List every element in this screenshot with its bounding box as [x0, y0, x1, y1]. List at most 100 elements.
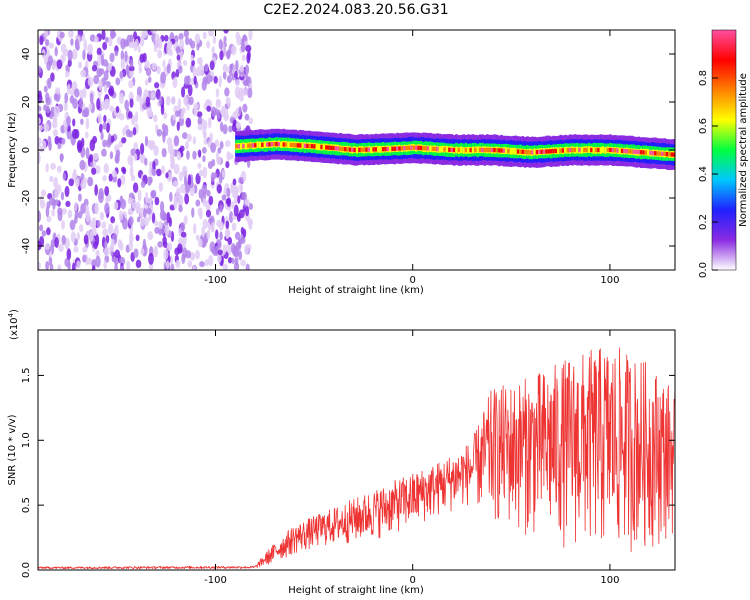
- noise-cell: [226, 75, 233, 84]
- noise-cell: [205, 98, 211, 106]
- noise-cell: [166, 43, 172, 56]
- spectrogram-x-ticks: -100 0 100: [204, 30, 619, 286]
- noise-cell: [241, 191, 247, 201]
- noise-cell: [202, 218, 208, 230]
- noise-cell: [144, 157, 148, 166]
- noise-cell: [194, 33, 201, 44]
- signal-core: [374, 147, 378, 152]
- noise-cell: [169, 148, 175, 158]
- noise-cell: [45, 92, 50, 103]
- noise-cell: [238, 209, 245, 219]
- signal-core: [261, 142, 264, 147]
- noise-cell: [80, 179, 87, 190]
- noise-cell: [231, 44, 237, 56]
- noise-cell: [222, 71, 227, 80]
- noise-cell: [192, 66, 197, 78]
- noise-cell: [56, 59, 63, 70]
- signal-core: [486, 147, 489, 153]
- y-tick-label: -20: [21, 190, 32, 206]
- noise-cell: [192, 223, 197, 235]
- noise-cell: [164, 34, 169, 42]
- signal-core: [405, 145, 409, 151]
- signal-core: [372, 147, 376, 152]
- noise-cell: [162, 59, 166, 68]
- noise-cell: [244, 198, 250, 206]
- noise-cell: [101, 148, 107, 157]
- noise-cell: [195, 249, 200, 260]
- noise-cell: [135, 259, 142, 269]
- signal-core: [353, 147, 357, 153]
- noise-cell: [216, 254, 222, 263]
- noise-cell: [216, 219, 222, 228]
- noise-cell: [152, 247, 159, 258]
- noise-cell: [59, 153, 64, 163]
- noise-cell: [139, 35, 145, 47]
- noise-cell: [203, 131, 208, 140]
- noise-cell: [202, 197, 207, 207]
- noise-cell: [206, 40, 211, 49]
- noise-cell: [201, 146, 207, 154]
- y-tick-label: 0.0: [21, 562, 32, 578]
- noise-cell: [83, 234, 89, 245]
- noise-cell: [115, 149, 121, 158]
- noise-cell: [208, 217, 214, 224]
- noise-cell: [208, 195, 214, 206]
- noise-cell: [239, 184, 243, 195]
- signal-core: [334, 146, 338, 151]
- x-tick-label: -100: [204, 575, 227, 586]
- noise-cell: [80, 203, 86, 215]
- noise-cell: [120, 38, 126, 50]
- signal-core: [249, 143, 253, 148]
- signal-core: [460, 147, 463, 153]
- noise-cell: [95, 255, 101, 268]
- noise-cell: [238, 176, 244, 184]
- noise-cell: [166, 95, 171, 106]
- noise-cell: [202, 166, 208, 179]
- snr-frame: [37, 329, 676, 571]
- noise-cell: [185, 36, 190, 46]
- noise-cell: [48, 256, 53, 266]
- signal-core: [602, 147, 605, 153]
- noise-cell: [191, 59, 195, 67]
- noise-cell: [150, 190, 156, 199]
- signal-core: [623, 148, 626, 154]
- noise-cell: [221, 170, 226, 178]
- noise-cell: [92, 153, 99, 160]
- noise-cell: [135, 234, 140, 242]
- noise-cell: [233, 186, 239, 198]
- noise-cell: [151, 212, 156, 224]
- noise-cell: [161, 148, 167, 158]
- noise-cell: [87, 176, 93, 187]
- noise-cell: [68, 178, 74, 187]
- signal-core: [616, 148, 619, 153]
- figure-title: C2E2.2024.083.20.56.G31: [263, 2, 448, 18]
- noise-cell: [248, 203, 254, 210]
- signal-core: [299, 143, 302, 148]
- signal-core: [313, 144, 316, 149]
- signal-core: [339, 146, 342, 151]
- signal-core: [318, 144, 321, 149]
- noise-cell: [69, 95, 75, 104]
- snr-y-label: SNR (10 * v/v): [7, 414, 18, 485]
- noise-cell: [219, 141, 224, 150]
- noise-cell: [209, 75, 213, 83]
- signal-core: [481, 147, 484, 153]
- signal-core: [571, 147, 574, 153]
- signal-core: [282, 142, 286, 147]
- signal-core: [391, 146, 395, 152]
- signal-core: [493, 147, 496, 153]
- noise-cell: [144, 135, 149, 147]
- signal-core: [535, 149, 539, 155]
- signal-core: [258, 142, 262, 148]
- noise-cell: [57, 264, 62, 270]
- noise-cell: [85, 131, 89, 139]
- signal-core: [516, 149, 520, 154]
- noise-cell: [133, 153, 138, 162]
- signal-core: [284, 142, 288, 147]
- signal-core: [547, 149, 551, 154]
- noise-cell: [39, 235, 45, 247]
- signal-core: [296, 143, 300, 148]
- noise-cell: [137, 189, 142, 202]
- noise-cell: [236, 34, 242, 46]
- noise-cell: [138, 65, 143, 74]
